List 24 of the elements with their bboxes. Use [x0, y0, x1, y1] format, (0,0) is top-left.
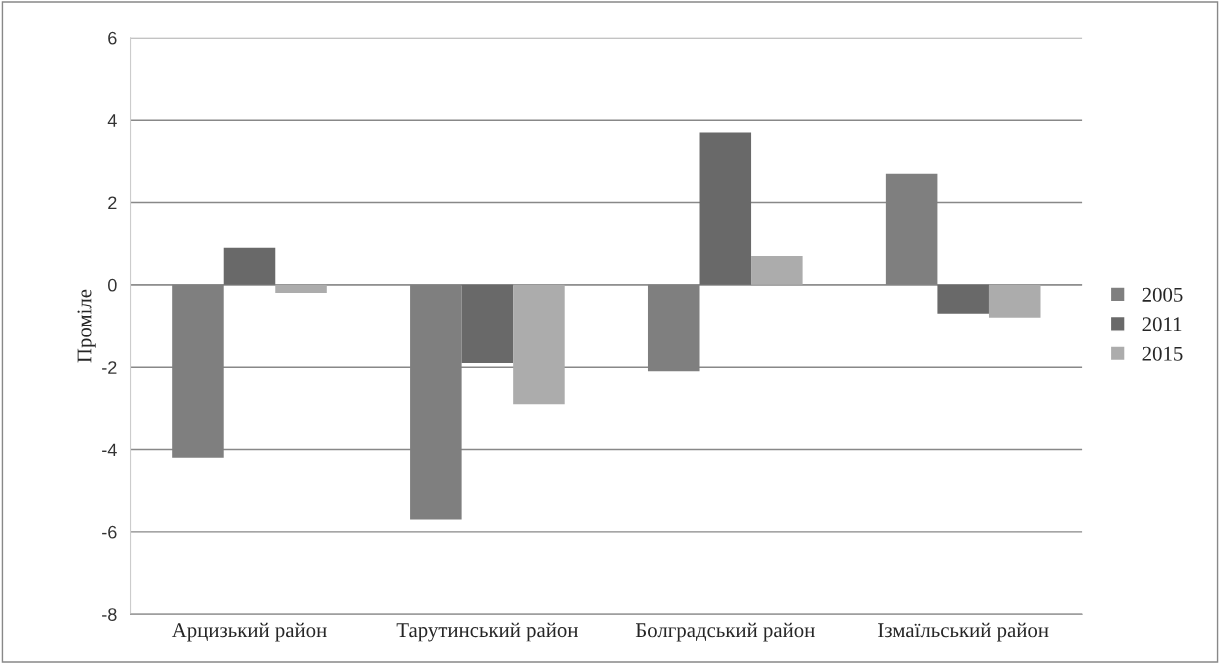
y-axis-title: Проміле — [77, 289, 96, 363]
y-tick-label: -2 — [102, 361, 117, 374]
x-tick-label: Тарутинський район — [396, 622, 578, 642]
bar — [513, 284, 565, 405]
bar — [751, 256, 803, 285]
bar — [223, 247, 276, 285]
legend-label: 2005 — [1142, 287, 1183, 302]
x-tick-label: Ізмаїльський район — [878, 622, 1049, 642]
y-tick-label: -4 — [102, 443, 117, 457]
y-tick-label: 2 — [108, 196, 117, 210]
y-tick-label: 4 — [107, 114, 117, 127]
legend-label: 2011 — [1142, 317, 1182, 332]
bar — [275, 284, 327, 294]
bar — [988, 284, 1041, 318]
bar — [461, 284, 514, 364]
x-tick-label: Болградський район — [635, 622, 815, 642]
y-tick-label: -8 — [102, 608, 117, 621]
bar — [699, 132, 752, 285]
x-tick-label: Арцизький район — [171, 622, 327, 642]
bar — [937, 284, 989, 314]
y-tick-label: 6 — [108, 31, 117, 45]
legend-label: 2015 — [1142, 346, 1183, 361]
y-tick-label: 0 — [108, 278, 117, 292]
y-tick-label: -6 — [102, 525, 117, 539]
